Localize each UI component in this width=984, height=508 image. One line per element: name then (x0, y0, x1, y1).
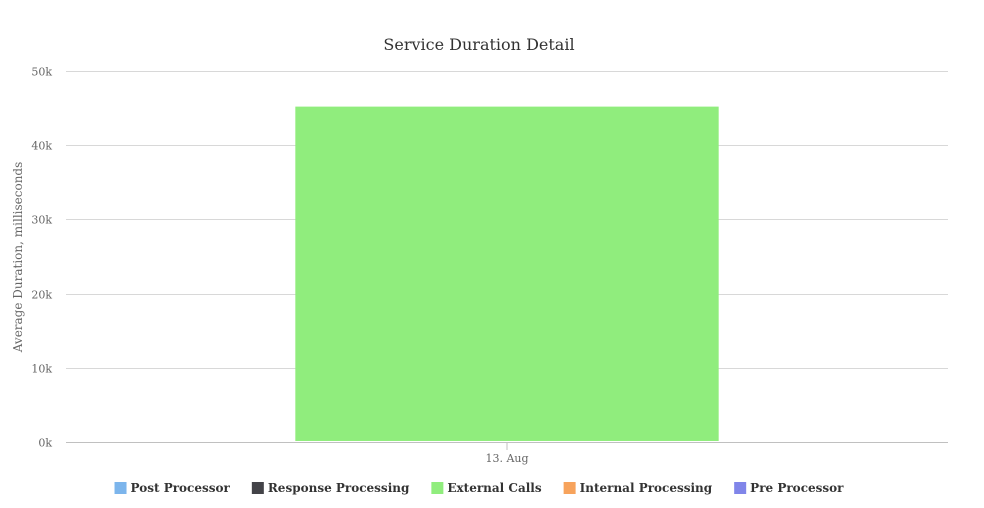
legend-item[interactable]: Post Processor (114, 481, 231, 495)
y-axis-ticks: 0k 10k 20k 30k 40k 50k (31, 66, 52, 450)
x-tick-label: 13. Aug (485, 452, 528, 465)
legend: Post Processor Response Processing Externa… (114, 481, 844, 495)
legend-item[interactable]: Response Processing (251, 481, 410, 495)
legend-item[interactable]: Internal Processing (563, 481, 713, 495)
bars (295, 106, 719, 441)
y-tick-label: 20k (31, 289, 52, 302)
legend-item[interactable]: External Calls (431, 481, 542, 495)
legend-label: Pre Processor (750, 481, 844, 495)
y-tick-label: 40k (31, 140, 52, 153)
bar-segment[interactable] (295, 106, 719, 441)
legend-swatch (114, 482, 127, 494)
legend-item[interactable]: Pre Processor (734, 481, 844, 495)
chart-title: Service Duration Detail (383, 35, 574, 54)
legend-swatch (734, 482, 747, 494)
y-tick-label: 50k (31, 66, 52, 79)
legend-label: Post Processor (131, 481, 231, 495)
legend-label: External Calls (447, 481, 541, 495)
legend-swatch (563, 482, 576, 494)
y-axis-title: Average Duration, milliseconds (11, 162, 25, 354)
legend-label: Response Processing (268, 481, 410, 495)
y-tick-label: 10k (31, 363, 52, 376)
legend-label: Internal Processing (580, 481, 713, 495)
y-tick-label: 0k (38, 437, 52, 450)
legend-swatch (431, 482, 444, 494)
y-tick-label: 30k (31, 214, 52, 227)
legend-swatch (251, 482, 264, 494)
x-axis: 13. Aug (66, 442, 948, 465)
